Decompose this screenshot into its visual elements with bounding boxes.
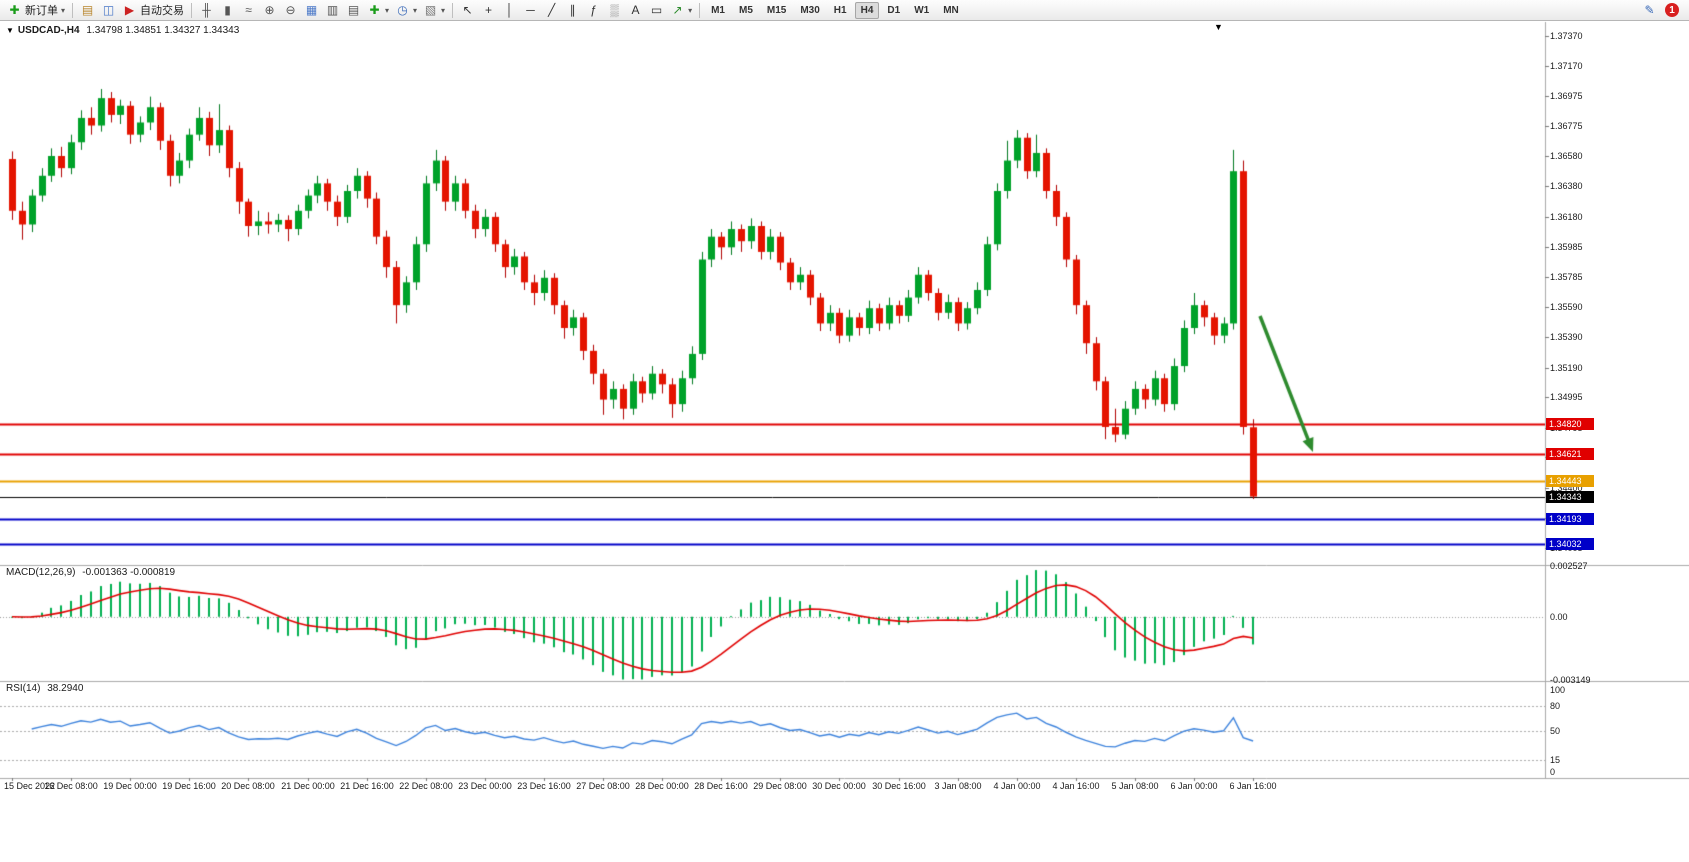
- pencil-icon[interactable]: ✎: [1644, 3, 1655, 17]
- notification-badge[interactable]: 1: [1665, 3, 1679, 17]
- market-watch-icon: ◫: [102, 3, 115, 17]
- zoom-in-button[interactable]: ⊕: [259, 1, 280, 19]
- new-order-icon: ✚: [9, 3, 20, 17]
- arrange-horizontal-icon: ▥: [326, 3, 339, 17]
- vertical-line-icon: │: [505, 3, 514, 17]
- horizontal-line-button[interactable]: ─: [520, 1, 541, 19]
- charts-profile-button[interactable]: ▤: [77, 1, 98, 19]
- arrange-vertical-icon: ▤: [347, 3, 360, 17]
- fibonacci-button[interactable]: ƒ: [583, 1, 604, 19]
- arrows-button[interactable]: ↗ ▾: [667, 1, 695, 19]
- charts-profile-icon: ▤: [81, 3, 94, 17]
- chevron-down-icon: ▾: [385, 5, 390, 15]
- templates-button[interactable]: ▧ ▾: [420, 1, 448, 19]
- new-order-label: 新订单: [25, 5, 58, 17]
- indicators-button[interactable]: ✚ ▾: [364, 1, 392, 19]
- text-button[interactable]: A: [625, 1, 646, 19]
- timeframe-m1-button[interactable]: M1: [711, 4, 725, 16]
- timeframe-h4-button[interactable]: H4: [854, 1, 880, 19]
- chevron-down-icon: ▾: [441, 5, 446, 15]
- timeframe-mn-button[interactable]: MN: [943, 4, 959, 16]
- auto-trading-icon: ▶: [124, 3, 135, 17]
- bar-chart-button[interactable]: ╫: [196, 1, 217, 19]
- crosshair-icon: +: [485, 3, 493, 17]
- timeframe-w1-button[interactable]: W1: [914, 4, 930, 16]
- line-chart-button[interactable]: ≈: [238, 1, 259, 19]
- toolbar-separator: [191, 2, 193, 18]
- periods-button[interactable]: ◷ ▾: [392, 1, 420, 19]
- zoom-out-icon: ⊖: [285, 3, 296, 17]
- text-icon: A: [631, 3, 640, 17]
- text-label-icon: ▭: [650, 3, 663, 17]
- channel-button[interactable]: ∥: [562, 1, 583, 19]
- line-chart-icon: ≈: [245, 3, 252, 17]
- templates-icon: ▧: [424, 3, 437, 17]
- trendline-button[interactable]: ╱: [541, 1, 562, 19]
- crosshair-button[interactable]: +: [478, 1, 499, 19]
- vertical-line-button[interactable]: │: [499, 1, 520, 19]
- candlestick-chart-icon: ▮: [224, 3, 231, 17]
- timeframe-m15-button[interactable]: M15: [766, 4, 787, 16]
- toolbar: ✚ 新订单 ▾ ▤ ◫ ▶ 自动交易 ╫ ▮ ≈ ⊕ ⊖ ▦ ▥ ▤ ✚ ▾ ◷ ▾ ▧ ▾ ↖ + │ ─ ╱ ∥ ƒ ▒ A ▭ ↗…: [0, 0, 1689, 21]
- indicators-icon: ✚: [369, 3, 380, 17]
- toolbar-separator: [699, 2, 701, 18]
- grid-button[interactable]: ▒: [604, 1, 625, 19]
- bar-chart-icon: ╫: [202, 3, 211, 17]
- chevron-down-icon: ▾: [61, 5, 66, 15]
- new-order-button[interactable]: ✚ 新订单 ▾: [4, 1, 68, 19]
- arrange-vertical-button[interactable]: ▤: [343, 1, 364, 19]
- timeframe-m5-button[interactable]: M5: [738, 4, 753, 16]
- channel-icon: ∥: [569, 3, 576, 17]
- cursor-icon: ↖: [462, 3, 473, 17]
- periods-icon: ◷: [397, 3, 408, 17]
- auto-trading-button[interactable]: ▶ 自动交易: [119, 1, 187, 19]
- arrows-icon: ↗: [672, 3, 683, 17]
- cursor-button[interactable]: ↖: [457, 1, 478, 19]
- grid-icon: ▒: [610, 3, 619, 17]
- zoom-out-button[interactable]: ⊖: [280, 1, 301, 19]
- toolbar-separator: [72, 2, 74, 18]
- text-label-button[interactable]: ▭: [646, 1, 667, 19]
- market-watch-button[interactable]: ◫: [98, 1, 119, 19]
- timeframe-d1-button[interactable]: D1: [887, 4, 901, 16]
- timeframe-h1-button[interactable]: H1: [833, 4, 847, 16]
- toolbar-separator: [452, 2, 454, 18]
- candlestick-chart-button[interactable]: ▮: [217, 1, 238, 19]
- chevron-down-icon: ▾: [413, 5, 418, 15]
- arrange-horizontal-button[interactable]: ▥: [322, 1, 343, 19]
- timeframe-m30-button[interactable]: M30: [800, 4, 820, 16]
- fibonacci-icon: ƒ: [590, 3, 597, 17]
- zoom-in-icon: ⊕: [264, 3, 275, 17]
- trendline-icon: ╱: [547, 3, 556, 17]
- tile-windows-icon: ▦: [305, 3, 318, 17]
- horizontal-line-icon: ─: [526, 3, 535, 17]
- tile-windows-button[interactable]: ▦: [301, 1, 322, 19]
- auto-trading-button-label: 自动交易: [140, 5, 185, 17]
- chevron-down-icon: ▾: [688, 5, 693, 15]
